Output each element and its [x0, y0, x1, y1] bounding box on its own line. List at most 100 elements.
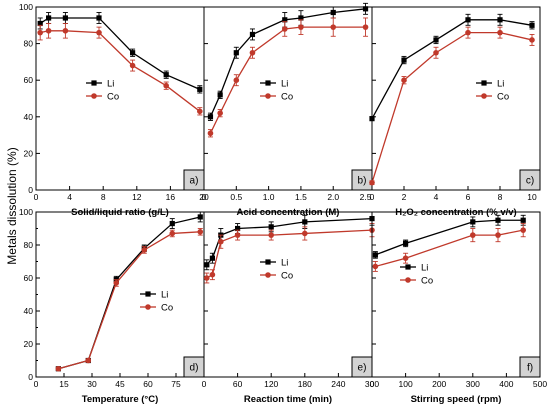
legend-label: Co: [421, 276, 433, 287]
x-tick-label: 0: [202, 379, 207, 389]
legend-marker: [145, 291, 151, 297]
data-point: [217, 110, 223, 116]
series-line: [206, 217, 373, 266]
y-tick-label: 100: [19, 2, 33, 12]
data-point: [197, 108, 203, 115]
series-line: [209, 8, 366, 118]
data-point: [470, 232, 476, 238]
data-point: [497, 17, 503, 23]
data-point: [495, 232, 501, 238]
series-li: [372, 214, 526, 259]
series-line: [40, 30, 201, 112]
data-point: [362, 6, 369, 12]
y-tick-label: 0: [28, 185, 33, 195]
data-point: [298, 15, 304, 21]
x-tick-label: 0: [370, 192, 375, 202]
data-point: [298, 24, 304, 30]
data-point: [529, 37, 535, 43]
panel-frame: [371, 6, 541, 191]
x-tick-label: 0: [34, 379, 39, 389]
x-tick-label: 12: [132, 192, 142, 202]
data-point: [369, 179, 375, 186]
x-tick-label: 400: [499, 379, 513, 389]
legend: Li Co: [400, 263, 433, 287]
legend: Li Co: [260, 258, 293, 282]
x-tick-label: 8: [498, 192, 503, 202]
legend-label: Li: [281, 79, 288, 90]
data-point: [465, 17, 471, 23]
x-tick-label: 10: [527, 192, 537, 202]
data-point: [209, 271, 216, 278]
panel-d: 0 15 30 45 60 75 0 20 40 60 80 100 Temperature (°C) L…: [19, 207, 205, 405]
data-point: [55, 365, 62, 372]
data-point: [235, 225, 241, 232]
series-line: [371, 19, 533, 119]
legend-marker: [91, 93, 97, 99]
series-line: [58, 231, 201, 370]
x-tick-label: 1.5: [295, 192, 307, 202]
data-point: [282, 17, 288, 23]
x-tick-label: 2.5: [360, 192, 372, 202]
series-li: [55, 211, 203, 372]
legend-marker: [405, 277, 411, 283]
data-point: [302, 219, 308, 225]
data-point: [433, 49, 439, 56]
y-tick-label: 40: [24, 306, 34, 316]
legend-label: Co: [161, 303, 173, 314]
data-point: [209, 255, 215, 261]
data-point: [402, 255, 409, 261]
data-point: [96, 15, 102, 21]
data-point: [520, 227, 526, 233]
y-tick-label: 80: [24, 39, 34, 49]
data-point: [169, 220, 175, 227]
x-tick-label: 240: [331, 379, 345, 389]
series-line: [209, 26, 366, 134]
panel-letter: f): [527, 363, 533, 374]
legend-marker: [265, 272, 271, 278]
x-axis-title: Reaction time (min): [244, 394, 332, 405]
series-co: [372, 223, 526, 272]
data-point: [268, 232, 275, 238]
x-tick-label: 180: [298, 379, 312, 389]
x-tick-label: 30: [87, 379, 97, 389]
data-point: [465, 29, 471, 36]
data-point: [433, 37, 439, 43]
panel-letter: a): [190, 176, 199, 187]
data-point: [372, 252, 378, 258]
data-point: [470, 219, 476, 225]
data-point: [207, 114, 214, 120]
series-co: [55, 228, 204, 372]
data-point: [281, 26, 288, 32]
data-point: [401, 77, 407, 83]
data-point: [163, 72, 169, 78]
legend: Li Co: [86, 79, 119, 103]
data-point: [45, 27, 52, 34]
data-point: [369, 116, 375, 122]
data-point: [129, 62, 136, 69]
series-line: [375, 229, 524, 268]
x-tick-label: 120: [264, 379, 278, 389]
data-point: [62, 27, 69, 34]
legend: Li Co: [476, 79, 509, 103]
data-point: [207, 130, 214, 137]
data-point: [197, 86, 203, 92]
legend-label: Li: [281, 258, 288, 269]
panel-letter-box: [519, 169, 541, 191]
data-point: [130, 50, 136, 56]
data-point: [197, 229, 204, 235]
panel-frame: [35, 211, 205, 378]
x-tick-label: 300: [365, 379, 379, 389]
x-tick-label: 45: [115, 379, 125, 389]
legend-label: Co: [281, 92, 293, 103]
x-axis-title: Stirring speed (rpm): [411, 394, 502, 405]
series-li: [369, 13, 535, 122]
panel-letter-box: [519, 356, 541, 378]
panel-letter: d): [190, 363, 199, 374]
legend-marker: [145, 304, 151, 310]
data-point: [204, 262, 210, 268]
